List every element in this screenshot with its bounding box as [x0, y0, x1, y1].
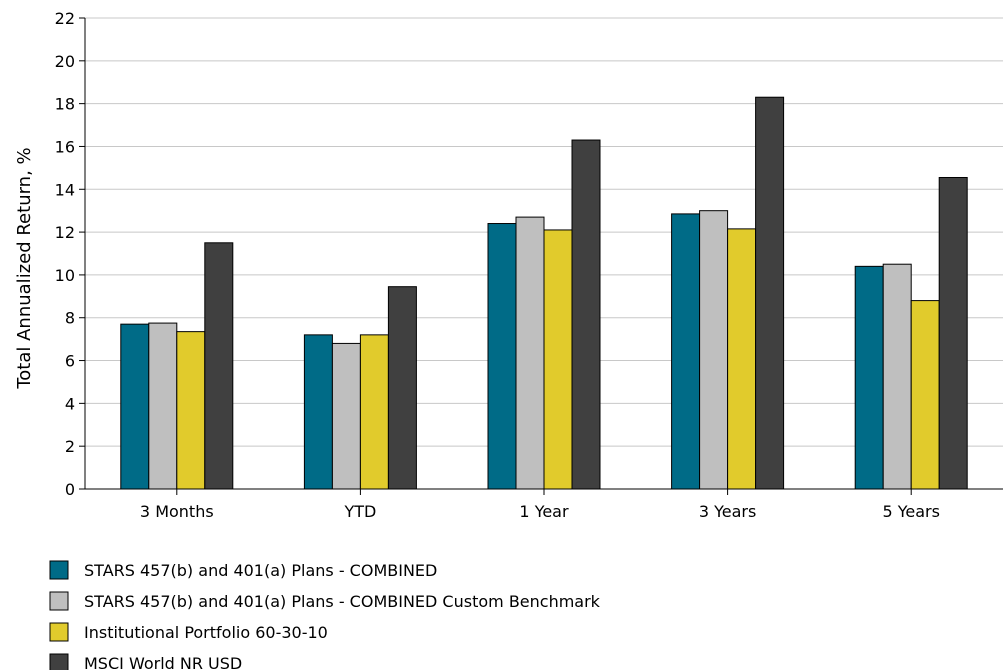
legend-swatch	[49, 622, 69, 642]
bar	[204, 242, 234, 490]
bar	[671, 213, 701, 490]
bar	[148, 322, 178, 490]
bar	[331, 342, 361, 490]
x-tick-label: YTD	[343, 502, 376, 521]
bar	[387, 286, 417, 490]
bar	[882, 263, 912, 490]
y-axis-title: Total Annualized Return, %	[14, 147, 35, 389]
y-tick-label: 22	[55, 9, 75, 28]
legend-label: MSCI World NR USD	[84, 654, 242, 670]
legend: STARS 457(b) and 401(a) Plans - COMBINED…	[49, 560, 601, 670]
bar	[727, 228, 757, 490]
bar-series	[120, 96, 968, 490]
legend-label: Institutional Portfolio 60-30-10	[84, 623, 328, 642]
y-tick-label: 12	[55, 223, 75, 242]
bar	[910, 300, 940, 490]
x-tick-label: 5 Years	[882, 502, 939, 521]
bar	[515, 216, 545, 490]
bar	[359, 334, 389, 490]
legend-label: STARS 457(b) and 401(a) Plans - COMBINED…	[84, 592, 601, 611]
bar	[699, 210, 729, 490]
bar	[938, 176, 968, 490]
bar	[487, 223, 517, 490]
bar	[755, 96, 785, 490]
y-tick-label: 16	[55, 137, 75, 156]
y-tick-label: 18	[55, 95, 75, 114]
y-tick-label: 0	[65, 480, 75, 499]
legend-label: STARS 457(b) and 401(a) Plans - COMBINED	[84, 561, 437, 580]
y-tick-label: 14	[55, 180, 75, 199]
bar	[571, 139, 601, 490]
legend-swatch	[49, 560, 69, 580]
y-tick-label: 10	[55, 266, 75, 285]
x-tick-label: 3 Years	[699, 502, 756, 521]
bar	[854, 265, 884, 490]
x-tick-label: 3 Months	[140, 502, 214, 521]
bar	[543, 229, 573, 490]
bar	[176, 331, 206, 490]
legend-swatch	[49, 591, 69, 611]
y-tick-label: 2	[65, 437, 75, 456]
y-tick-label: 4	[65, 394, 75, 413]
y-tick-label: 6	[65, 352, 75, 371]
axes: 0 2 4 6 8 10 12 14 16 18 20 22 3 Months YTD 1 Year 3 Ye…	[55, 9, 1003, 521]
x-tick-label: 1 Year	[519, 502, 569, 521]
bar	[303, 334, 333, 490]
y-tick-label: 20	[55, 52, 75, 71]
bar	[120, 323, 150, 490]
y-tick-label: 8	[65, 309, 75, 328]
legend-swatch	[49, 653, 69, 670]
